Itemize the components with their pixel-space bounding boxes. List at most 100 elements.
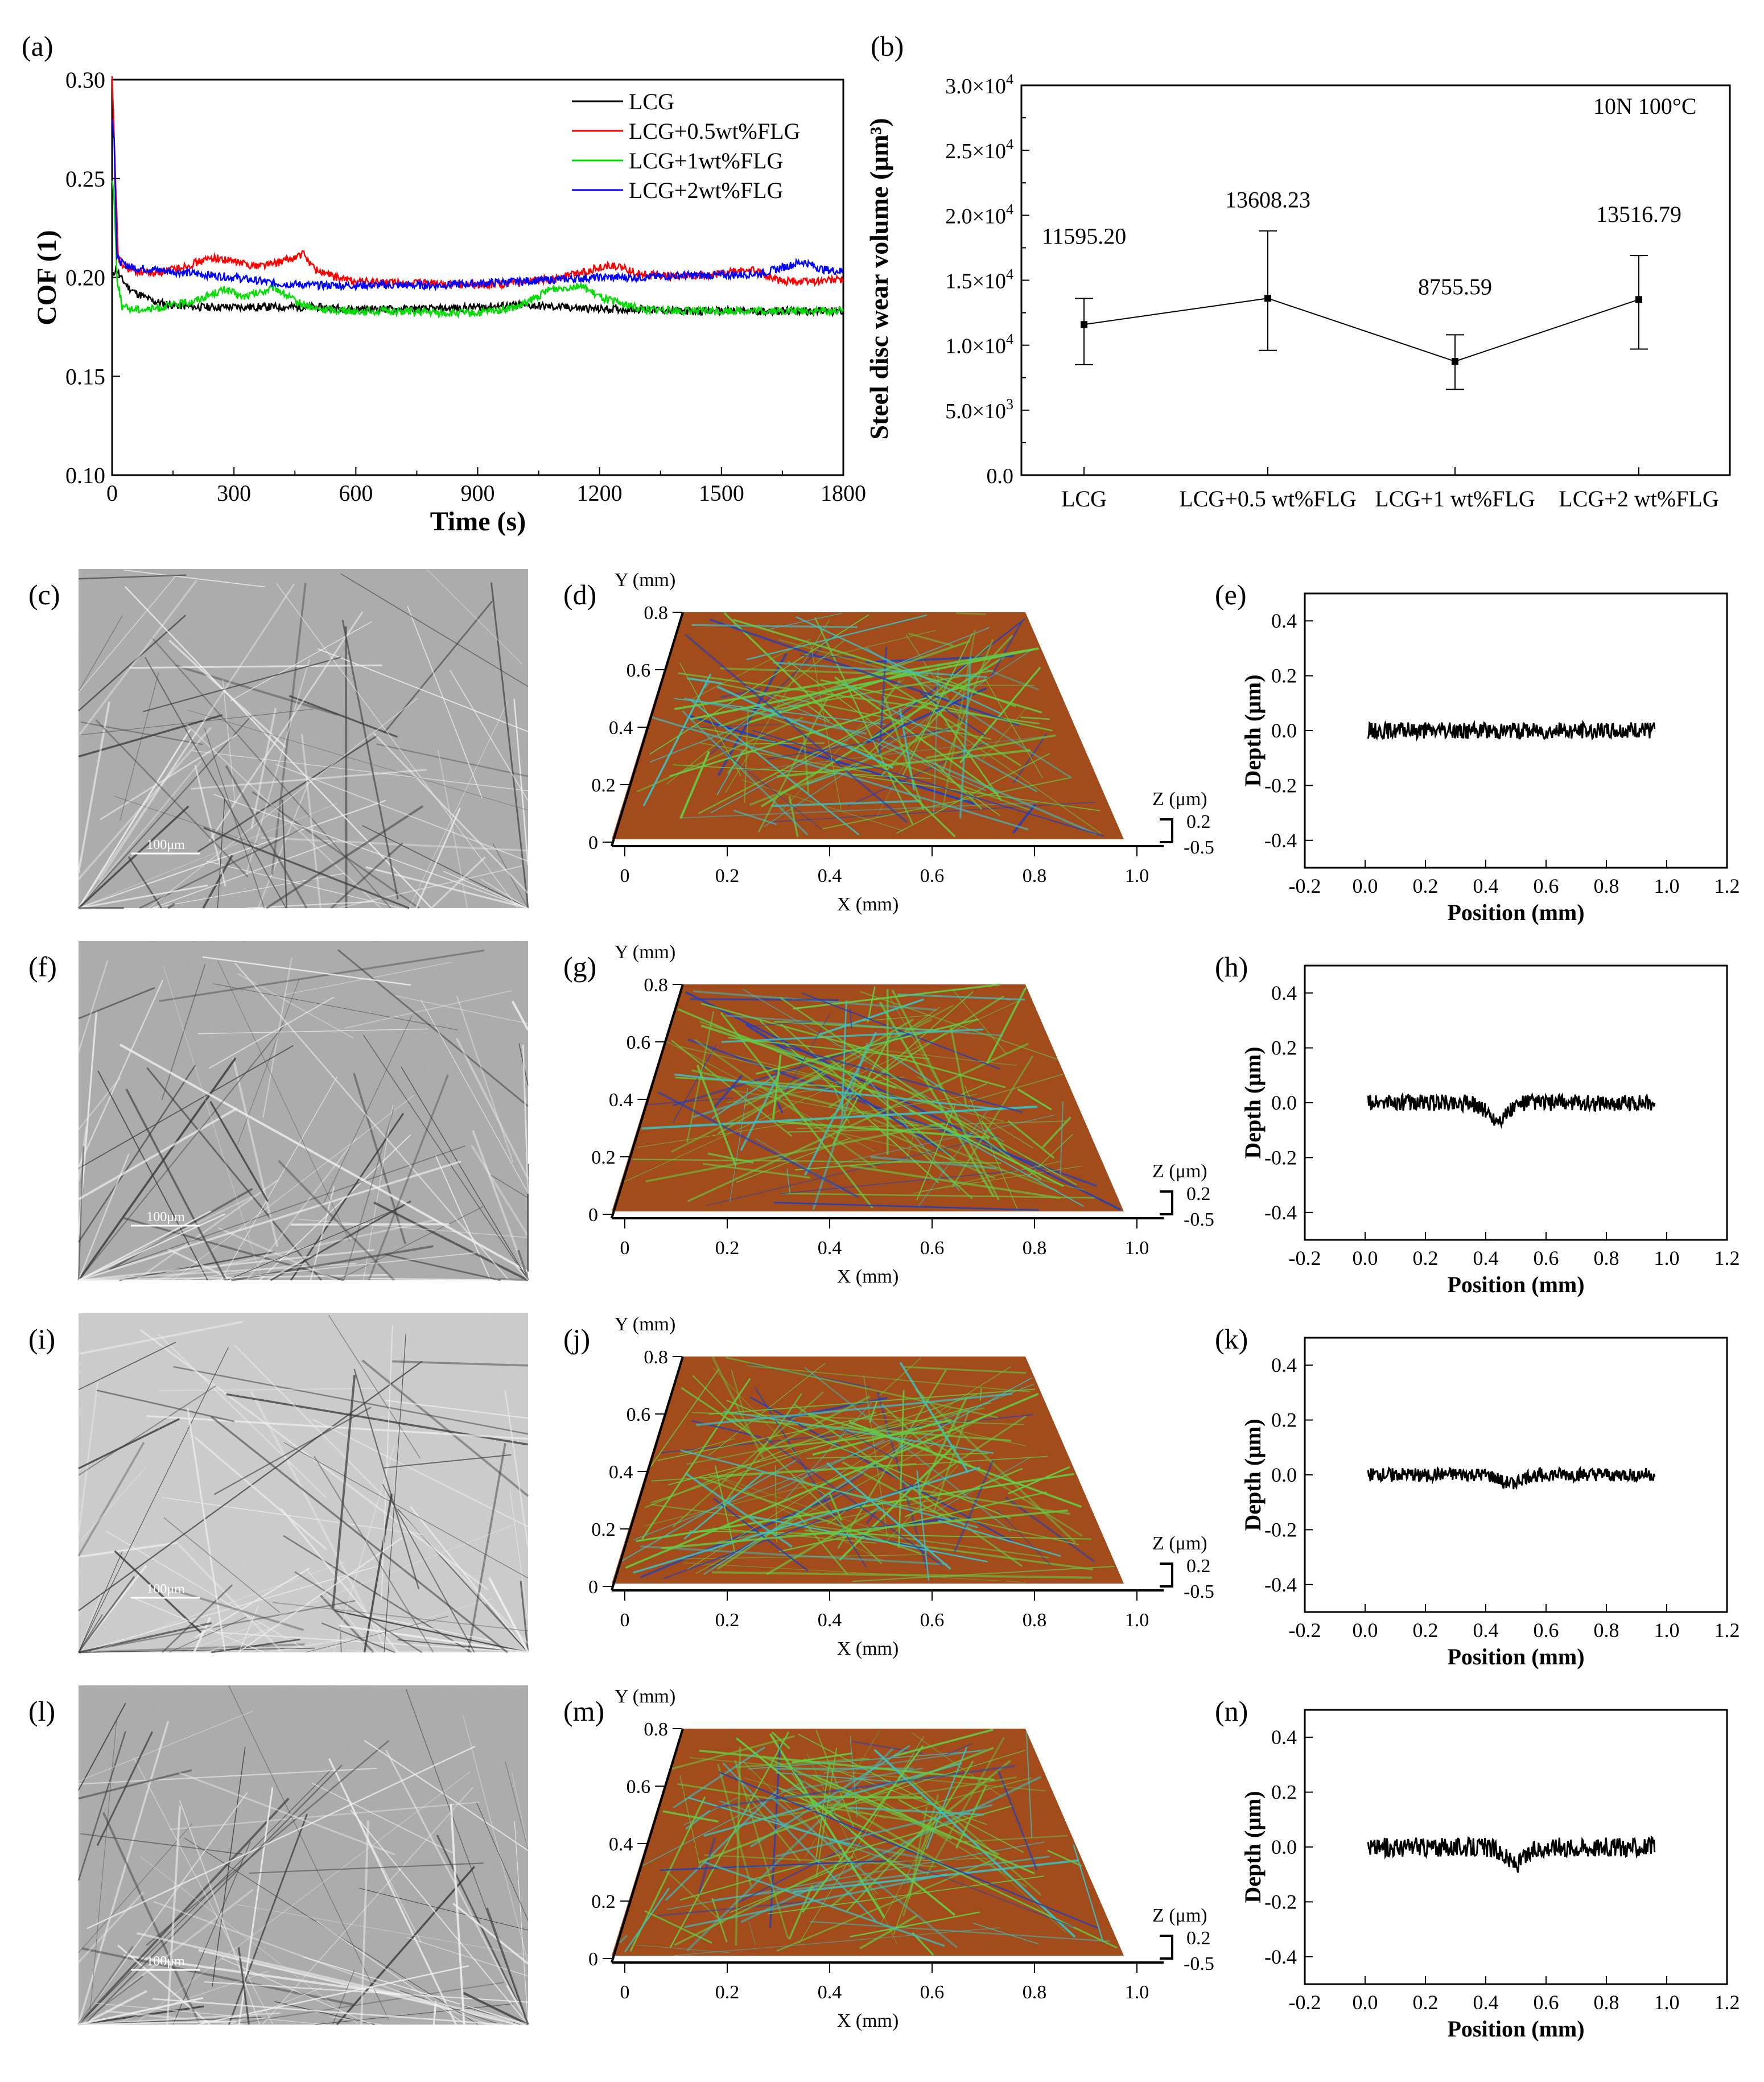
- wear-category-label: LCG+1 wt%FLG: [1375, 486, 1535, 512]
- surface-scratch: [766, 1506, 881, 1576]
- surface-scratch: [675, 1077, 851, 1089]
- micrograph-scratch: [125, 1089, 227, 1281]
- surface-scratch: [683, 697, 867, 735]
- micrograph-scratch: [123, 1954, 401, 1996]
- micrograph-scratch: [96, 1731, 153, 1846]
- surface-x-tick-label: 0.8: [1023, 1610, 1047, 1631]
- micrograph-scratch: [252, 791, 420, 909]
- micrograph-scratch: [78, 1614, 103, 1653]
- surface-scratch: [646, 1097, 733, 1106]
- micrograph-scratch: [78, 1643, 305, 1654]
- wear-plot-frame: [1020, 84, 1731, 476]
- surface-scratch: [637, 716, 803, 793]
- surface-scratch: [837, 1369, 947, 1549]
- optical-micrograph: 100μm: [77, 941, 529, 1281]
- surface-scratch: [637, 1094, 978, 1148]
- micrograph-scratch: [373, 1201, 529, 1281]
- surface-scratch: [1005, 1496, 1095, 1562]
- micrograph-scratch: [217, 798, 225, 909]
- micrograph-scratch: [78, 1045, 294, 1169]
- surface-scratch: [850, 1911, 980, 1937]
- micrograph-scratch: [410, 1506, 529, 1653]
- surface-scratch: [898, 1390, 905, 1548]
- micrograph-scratch: [77, 1146, 84, 1281]
- micrograph-scratch: [385, 1254, 501, 1281]
- profile-y-tick-label: 0.2: [1271, 1409, 1297, 1432]
- micrograph-scratch: [307, 1570, 378, 1653]
- surface-scratch: [770, 799, 921, 807]
- profile-y-label: Depth (μm): [1240, 1046, 1266, 1159]
- surface-scratch: [752, 1776, 1017, 1821]
- micrograph-scratch: [173, 1366, 529, 1435]
- optical-micrograph: 100μm: [77, 569, 529, 909]
- surface-scratch: [841, 1007, 941, 1077]
- micrograph-scratch: [163, 966, 263, 1281]
- surface-scratch: [772, 1797, 958, 1948]
- surface-scratch: [686, 1407, 985, 1465]
- micrograph-scratch: [362, 825, 529, 909]
- surface-scratch: [670, 1735, 795, 1770]
- surface-scratch: [632, 1159, 1001, 1164]
- micrograph-scratch: [78, 1975, 143, 2026]
- micrograph-scratch: [363, 1494, 393, 1653]
- surface-scratch: [864, 1067, 1077, 1186]
- micrograph-scratch: [257, 781, 310, 909]
- surface-scratch: [776, 1102, 784, 1114]
- surface-scratch: [719, 1771, 1098, 1929]
- micrograph-scratch: [273, 1602, 529, 1632]
- profile-y-tick-label: 0.4: [1271, 1726, 1297, 1749]
- wear-y-tick-label: 1.0×104: [945, 331, 1013, 358]
- surface-scratch: [703, 1861, 945, 1947]
- micrograph-scratch: [212, 1747, 246, 1987]
- micrograph-scratch: [208, 996, 335, 1069]
- micrograph-scratch: [78, 1467, 146, 1544]
- surface-scratch: [826, 1462, 951, 1570]
- micrograph-scratch: [197, 1965, 469, 2026]
- surface-scratch: [683, 1562, 1026, 1583]
- cof-y-tick-label: 0.15: [65, 364, 105, 389]
- micrograph-scratch: [281, 799, 287, 909]
- micrograph-scratch: [77, 1576, 135, 1653]
- micrograph-scratch: [78, 1541, 178, 1558]
- surface-scratch: [660, 1860, 887, 1871]
- surface-scratch: [706, 1135, 999, 1206]
- micrograph-scratch: [78, 1347, 229, 1653]
- profile-x-tick-label: 0.4: [1473, 875, 1499, 897]
- micrograph-scratch: [96, 2003, 326, 2025]
- surface-z-label: Z (μm): [1152, 789, 1207, 810]
- micrograph-scratch: [195, 1568, 310, 1638]
- panel-label-i: (i): [28, 1323, 55, 1355]
- surface-y-tick-label: 0.8: [644, 1347, 668, 1368]
- surface-scratch: [699, 1749, 995, 1781]
- micrograph-scratch: [345, 1651, 529, 1653]
- profile-x-tick-label: 1.0: [1654, 875, 1680, 897]
- profile-x-tick-label: 0.2: [1413, 1991, 1439, 2014]
- micrograph-scratch: [213, 983, 458, 1030]
- profile-y-tick-label: 0.0: [1271, 1836, 1297, 1858]
- profile-x-tick-label: 0.4: [1473, 1247, 1499, 1269]
- micrograph-scratch: [146, 1740, 390, 1946]
- micrograph-scratch: [212, 1252, 476, 1281]
- profile-x-label: Position (mm): [1447, 2016, 1584, 2042]
- micrograph-scratch: [222, 679, 236, 803]
- micrograph-scratch: [294, 1571, 423, 1654]
- surface-scratch: [944, 723, 1102, 834]
- surface-scratch: [733, 810, 777, 826]
- micrograph-scratch: [135, 1179, 279, 1281]
- micrograph-scratch: [490, 582, 529, 909]
- micrograph-scratch: [77, 729, 191, 909]
- wear-value-label: 13516.79: [1596, 201, 1681, 227]
- profile-x-tick-label: 0.0: [1353, 875, 1378, 897]
- surface-scratch: [955, 1784, 987, 1849]
- surface-x-tick-label: 0: [620, 1982, 630, 2003]
- scale-bar-label: 100μm: [146, 1582, 185, 1597]
- micrograph-scratch: [337, 865, 523, 909]
- cof-legend-label: LCG: [629, 89, 674, 114]
- micrograph-scratch: [237, 1537, 403, 1653]
- surface-scratch: [712, 1571, 1093, 1579]
- surface-scratch: [806, 704, 830, 722]
- micrograph-scratch: [162, 1497, 423, 1535]
- micrograph-scratch: [246, 1137, 357, 1281]
- micrograph-scratch: [78, 574, 187, 580]
- micrograph-scratch: [78, 576, 176, 692]
